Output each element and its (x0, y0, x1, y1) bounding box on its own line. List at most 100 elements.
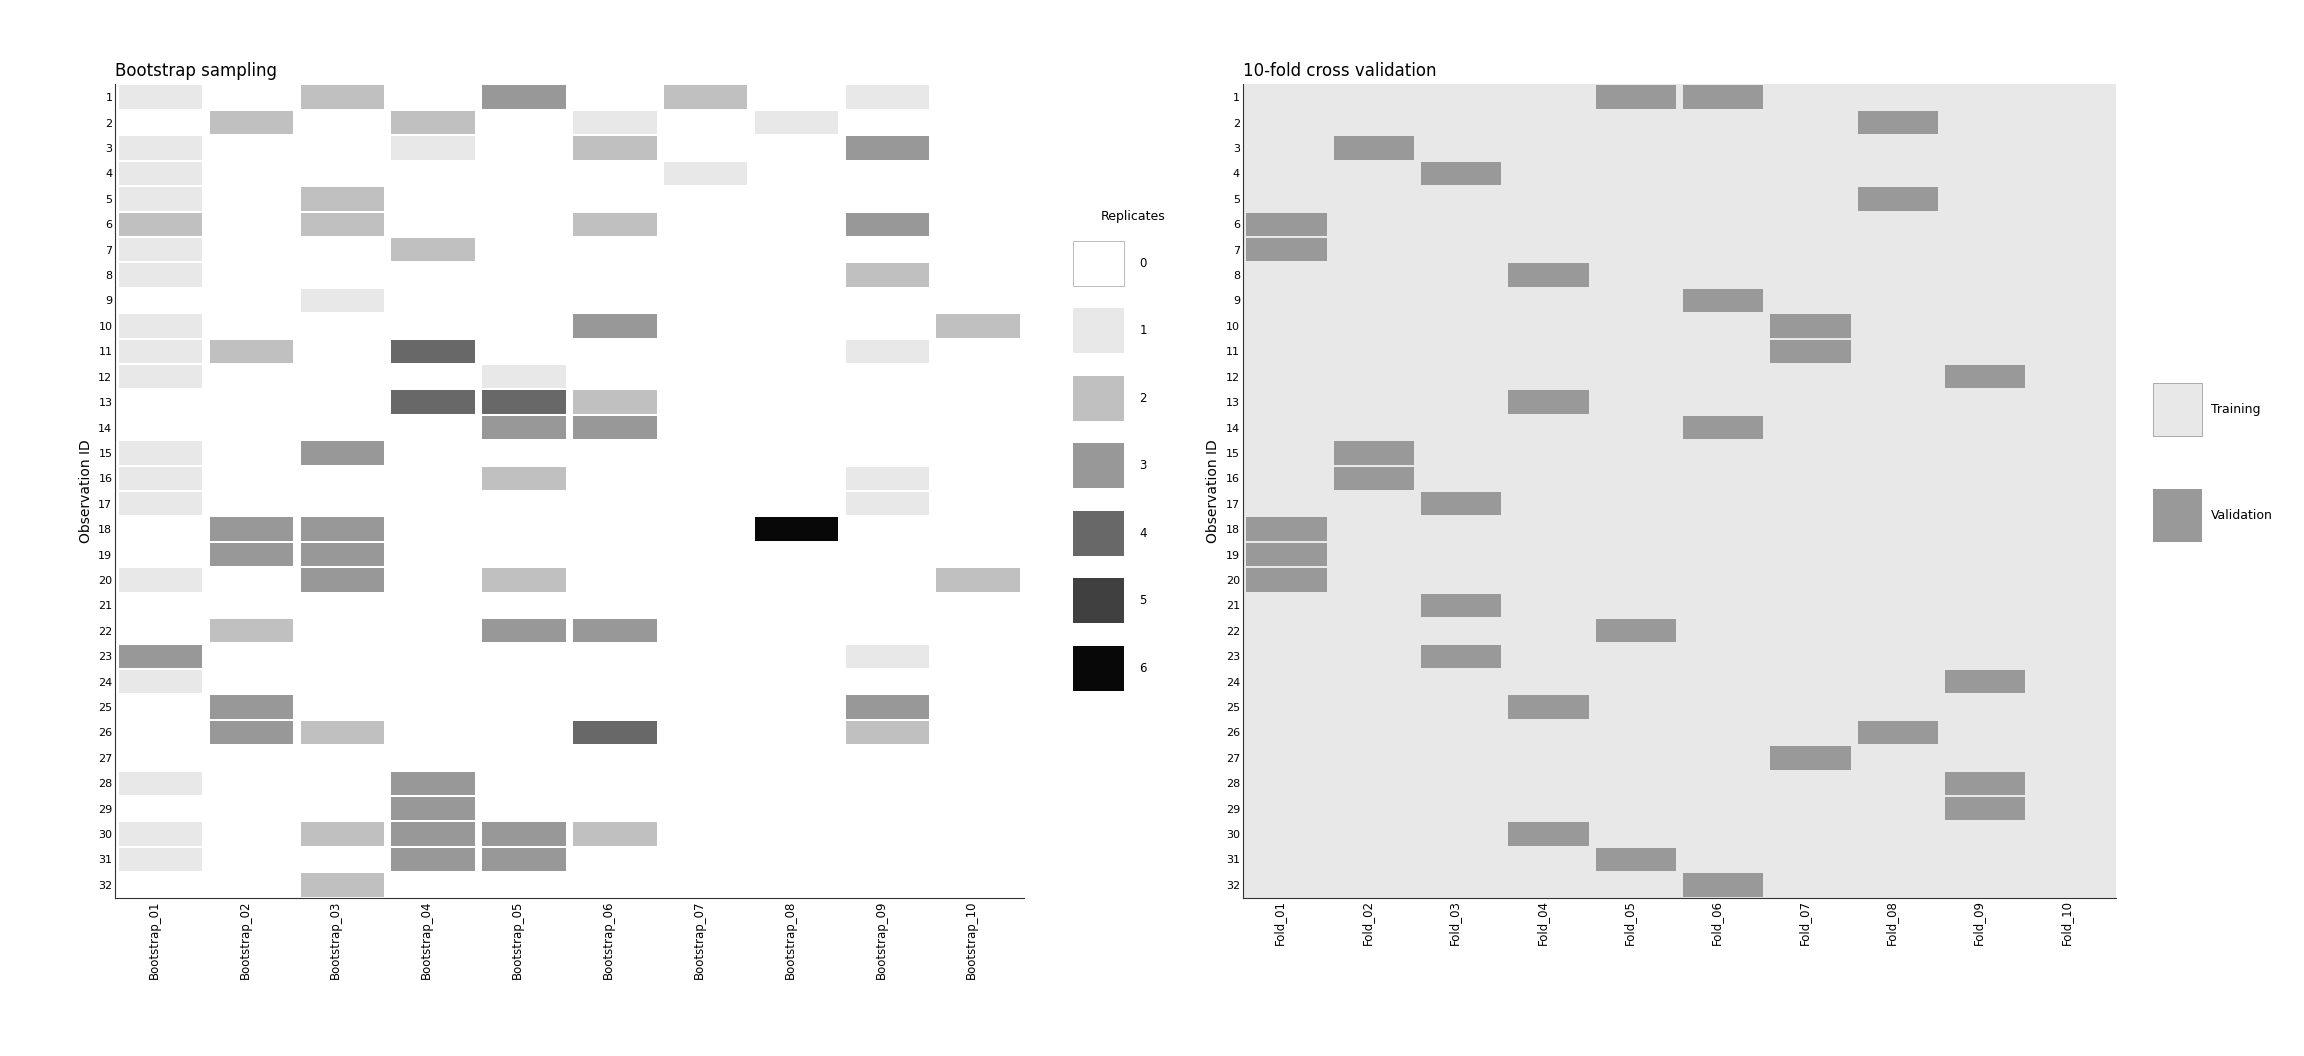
Bar (1334, 467, 1415, 490)
Bar (1422, 593, 1502, 617)
Bar (210, 391, 293, 414)
Bar (574, 187, 657, 210)
Bar (756, 747, 839, 770)
Bar (210, 238, 293, 261)
Bar (756, 162, 839, 185)
Bar (846, 517, 929, 541)
Bar (482, 772, 567, 795)
Bar (846, 187, 929, 210)
Bar (1857, 187, 1938, 210)
Bar (935, 86, 1021, 109)
Bar (935, 391, 1021, 414)
Bar (1597, 619, 1675, 642)
Bar (574, 162, 657, 185)
Bar (846, 238, 929, 261)
Bar (756, 873, 839, 897)
Bar (664, 136, 746, 159)
Bar (120, 644, 203, 667)
Bar (482, 644, 567, 667)
Bar (664, 86, 746, 109)
Bar (482, 543, 567, 566)
Bar (756, 136, 839, 159)
Bar (935, 568, 1021, 591)
Bar (120, 747, 203, 770)
Bar (1246, 543, 1327, 566)
Bar (1509, 263, 1590, 287)
Bar (846, 365, 929, 389)
Bar (756, 238, 839, 261)
FancyBboxPatch shape (1074, 579, 1124, 623)
Bar (935, 619, 1021, 642)
Bar (210, 619, 293, 642)
Bar (300, 517, 385, 541)
Bar (574, 797, 657, 821)
Bar (300, 797, 385, 821)
Bar (574, 86, 657, 109)
Bar (210, 162, 293, 185)
Bar (935, 721, 1021, 744)
Bar (300, 136, 385, 159)
Bar (482, 823, 567, 846)
Bar (482, 670, 567, 694)
Bar (210, 721, 293, 744)
Bar (756, 797, 839, 821)
Bar (392, 823, 475, 846)
Bar (756, 619, 839, 642)
Bar (210, 695, 293, 719)
Bar (120, 315, 203, 338)
Bar (664, 391, 746, 414)
Bar (120, 391, 203, 414)
Bar (574, 467, 657, 490)
Bar (935, 848, 1021, 871)
Bar (482, 263, 567, 287)
Bar (846, 492, 929, 515)
Bar (664, 747, 746, 770)
Bar (210, 797, 293, 821)
Bar (120, 797, 203, 821)
Bar (846, 695, 929, 719)
Bar (1246, 568, 1327, 591)
Bar (935, 695, 1021, 719)
Bar (300, 441, 385, 465)
FancyBboxPatch shape (1074, 241, 1124, 286)
Bar (1246, 212, 1327, 235)
Bar (300, 823, 385, 846)
Bar (120, 212, 203, 235)
Bar (1945, 670, 2025, 694)
Bar (300, 772, 385, 795)
Bar (482, 873, 567, 897)
Bar (120, 695, 203, 719)
Bar (210, 467, 293, 490)
Bar (574, 721, 657, 744)
Bar (482, 747, 567, 770)
Bar (1769, 340, 1850, 363)
Bar (120, 441, 203, 465)
Bar (935, 593, 1021, 617)
Bar (210, 492, 293, 515)
Bar (120, 568, 203, 591)
Bar (120, 543, 203, 566)
Bar (392, 721, 475, 744)
Bar (664, 619, 746, 642)
Bar (1422, 492, 1502, 515)
Bar (300, 644, 385, 667)
Bar (574, 263, 657, 287)
Bar (574, 568, 657, 591)
Bar (574, 315, 657, 338)
Bar (392, 263, 475, 287)
Bar (120, 619, 203, 642)
Bar (120, 187, 203, 210)
Bar (392, 492, 475, 515)
Bar (935, 873, 1021, 897)
Bar (210, 848, 293, 871)
Bar (1246, 517, 1327, 541)
Bar (664, 823, 746, 846)
Text: 1: 1 (1140, 324, 1147, 337)
Bar (482, 721, 567, 744)
Bar (664, 593, 746, 617)
Bar (482, 492, 567, 515)
Bar (482, 86, 567, 109)
Bar (935, 543, 1021, 566)
Bar (756, 365, 839, 389)
Bar (574, 416, 657, 439)
